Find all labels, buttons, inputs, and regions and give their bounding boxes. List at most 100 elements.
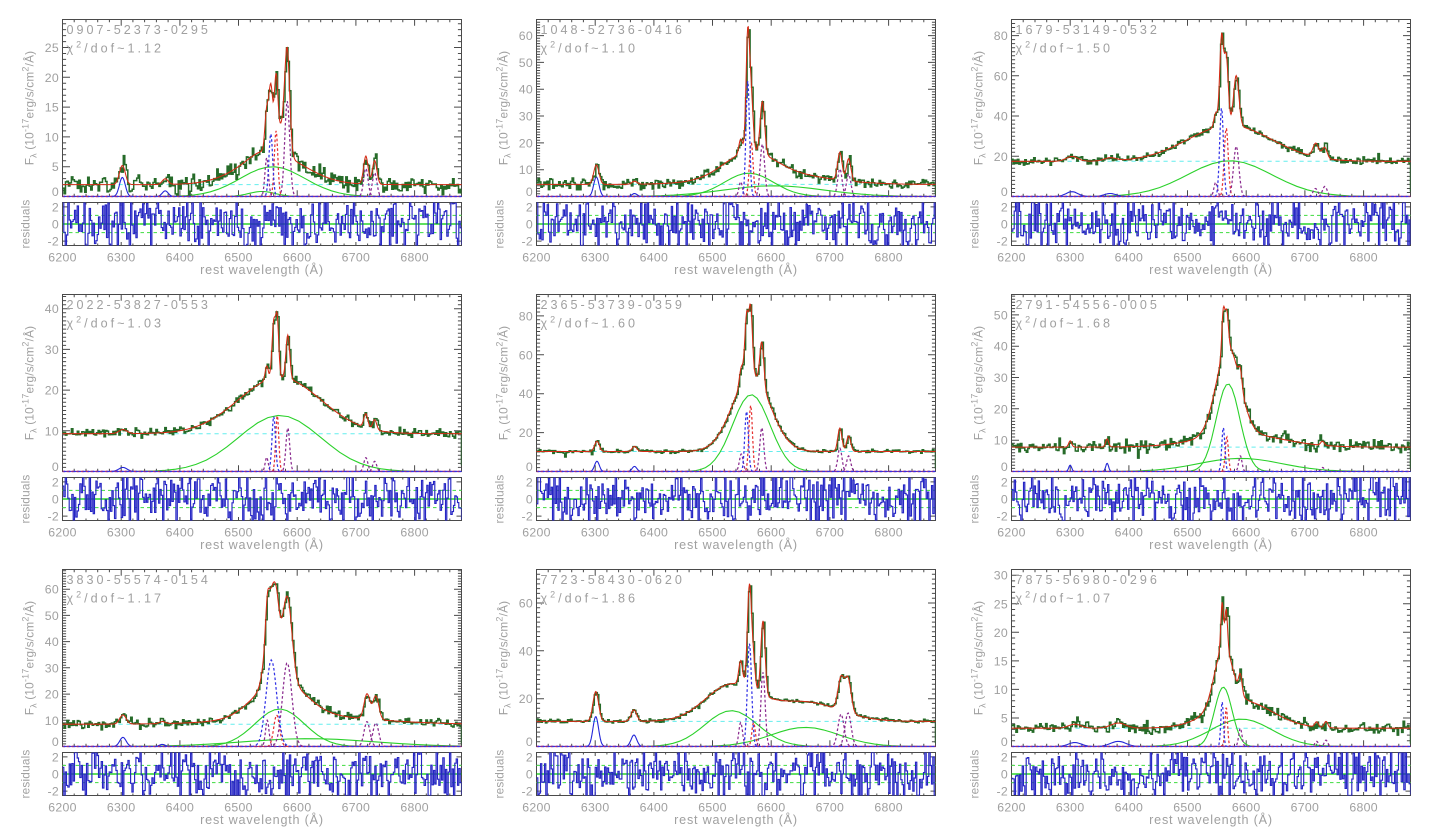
svg-text:0: 0 xyxy=(52,493,59,507)
svg-text:Fλ (10-17erg/s/cm2/Å): Fλ (10-17erg/s/cm2/Å) xyxy=(495,601,513,716)
svg-text:Fλ (10-17erg/s/cm2/Å): Fλ (10-17erg/s/cm2/Å) xyxy=(970,601,988,716)
svg-text:20: 20 xyxy=(994,150,1008,164)
svg-text:rest wavelength (Å): rest wavelength (Å) xyxy=(1149,812,1273,827)
svg-text:6200: 6200 xyxy=(997,251,1026,265)
svg-text:1679-53149-0532: 1679-53149-0532 xyxy=(1016,23,1160,37)
svg-text:60: 60 xyxy=(45,583,59,597)
svg-text:20: 20 xyxy=(519,136,533,150)
svg-text:0: 0 xyxy=(526,460,533,474)
svg-text:χ2/dof~1.10: χ2/dof~1.10 xyxy=(541,39,639,55)
svg-text:6800: 6800 xyxy=(1349,251,1378,265)
svg-text:5: 5 xyxy=(1001,712,1008,726)
svg-text:rest wavelength (Å): rest wavelength (Å) xyxy=(1149,537,1273,552)
svg-text:6200: 6200 xyxy=(48,251,77,265)
svg-text:2: 2 xyxy=(1001,750,1008,764)
svg-text:10: 10 xyxy=(45,130,59,144)
svg-text:6700: 6700 xyxy=(816,526,845,540)
svg-text:rest wavelength (Å): rest wavelength (Å) xyxy=(200,812,324,827)
svg-text:-2: -2 xyxy=(47,510,59,524)
svg-text:6800: 6800 xyxy=(874,251,903,265)
svg-text:6300: 6300 xyxy=(107,251,136,265)
svg-text:6400: 6400 xyxy=(640,526,669,540)
svg-text:6200: 6200 xyxy=(48,526,77,540)
svg-text:χ2/dof~1.12: χ2/dof~1.12 xyxy=(67,39,165,55)
svg-text:6400: 6400 xyxy=(1115,801,1144,815)
svg-text:residuals: residuals xyxy=(968,199,982,248)
svg-text:6700: 6700 xyxy=(342,801,371,815)
svg-text:χ2/dof~1.07: χ2/dof~1.07 xyxy=(1016,589,1114,605)
svg-text:6400: 6400 xyxy=(166,251,195,265)
svg-text:6300: 6300 xyxy=(107,801,136,815)
svg-text:6600: 6600 xyxy=(757,251,786,265)
svg-text:6300: 6300 xyxy=(581,526,610,540)
svg-text:-2: -2 xyxy=(996,235,1008,249)
svg-text:6600: 6600 xyxy=(283,526,312,540)
svg-text:6400: 6400 xyxy=(166,801,195,815)
svg-text:0: 0 xyxy=(1001,493,1008,507)
svg-text:30: 30 xyxy=(994,371,1008,385)
svg-text:6300: 6300 xyxy=(1056,251,1085,265)
svg-text:20: 20 xyxy=(45,688,59,702)
svg-text:6500: 6500 xyxy=(698,526,727,540)
svg-text:6400: 6400 xyxy=(640,801,669,815)
svg-text:2365-53739-0359: 2365-53739-0359 xyxy=(541,298,685,312)
svg-text:6500: 6500 xyxy=(224,251,253,265)
svg-text:6200: 6200 xyxy=(997,801,1026,815)
svg-text:2022-53827-0553: 2022-53827-0553 xyxy=(67,298,211,312)
svg-text:2791-54556-0005: 2791-54556-0005 xyxy=(1016,298,1160,312)
svg-text:2: 2 xyxy=(526,200,533,214)
svg-text:6800: 6800 xyxy=(400,251,429,265)
svg-text:residuals: residuals xyxy=(968,749,982,798)
svg-text:6600: 6600 xyxy=(1232,801,1261,815)
svg-text:6600: 6600 xyxy=(757,526,786,540)
svg-text:20: 20 xyxy=(45,384,59,398)
svg-text:6300: 6300 xyxy=(581,251,610,265)
svg-text:residuals: residuals xyxy=(493,474,507,523)
svg-text:60: 60 xyxy=(519,29,533,43)
svg-text:6400: 6400 xyxy=(1115,251,1144,265)
svg-text:-2: -2 xyxy=(996,785,1008,799)
svg-text:rest wavelength (Å): rest wavelength (Å) xyxy=(674,262,798,277)
svg-text:20: 20 xyxy=(519,426,533,440)
svg-text:6500: 6500 xyxy=(1173,526,1202,540)
svg-text:0: 0 xyxy=(526,493,533,507)
svg-text:rest wavelength (Å): rest wavelength (Å) xyxy=(200,262,324,277)
svg-text:0: 0 xyxy=(1001,735,1008,749)
svg-text:6500: 6500 xyxy=(224,526,253,540)
svg-text:χ2/dof~1.50: χ2/dof~1.50 xyxy=(1016,39,1114,55)
svg-text:Fλ (10-17erg/s/cm2/Å): Fλ (10-17erg/s/cm2/Å) xyxy=(21,51,39,166)
svg-text:6700: 6700 xyxy=(1291,801,1320,815)
svg-text:0: 0 xyxy=(52,218,59,232)
svg-text:50: 50 xyxy=(45,609,59,623)
svg-text:6400: 6400 xyxy=(640,251,669,265)
svg-text:0: 0 xyxy=(1001,185,1008,199)
svg-text:6800: 6800 xyxy=(874,801,903,815)
svg-text:6700: 6700 xyxy=(816,801,845,815)
svg-text:residuals: residuals xyxy=(968,474,982,523)
svg-text:2: 2 xyxy=(526,475,533,489)
svg-text:6800: 6800 xyxy=(400,801,429,815)
svg-text:χ2/dof~1.17: χ2/dof~1.17 xyxy=(67,589,165,605)
svg-text:6800: 6800 xyxy=(1349,801,1378,815)
svg-text:3830-55574-0154: 3830-55574-0154 xyxy=(67,573,211,587)
svg-text:2: 2 xyxy=(1001,475,1008,489)
svg-text:6200: 6200 xyxy=(522,801,551,815)
svg-text:30: 30 xyxy=(45,343,59,357)
svg-text:6800: 6800 xyxy=(874,526,903,540)
svg-text:15: 15 xyxy=(994,654,1008,668)
svg-text:6600: 6600 xyxy=(757,801,786,815)
svg-text:-2: -2 xyxy=(521,510,533,524)
svg-text:residuals: residuals xyxy=(493,199,507,248)
svg-text:0: 0 xyxy=(52,460,59,474)
svg-text:6500: 6500 xyxy=(1173,801,1202,815)
svg-text:10: 10 xyxy=(994,683,1008,697)
svg-text:6700: 6700 xyxy=(816,251,845,265)
svg-text:40: 40 xyxy=(519,83,533,97)
svg-text:6200: 6200 xyxy=(48,801,77,815)
svg-text:6500: 6500 xyxy=(698,251,727,265)
svg-text:Fλ (10-17erg/s/cm2/Å): Fλ (10-17erg/s/cm2/Å) xyxy=(21,601,39,716)
svg-text:6800: 6800 xyxy=(1349,526,1378,540)
svg-text:residuals: residuals xyxy=(19,474,33,523)
svg-text:Fλ (10-17erg/s/cm2/Å): Fλ (10-17erg/s/cm2/Å) xyxy=(21,326,39,441)
svg-text:0: 0 xyxy=(526,768,533,782)
